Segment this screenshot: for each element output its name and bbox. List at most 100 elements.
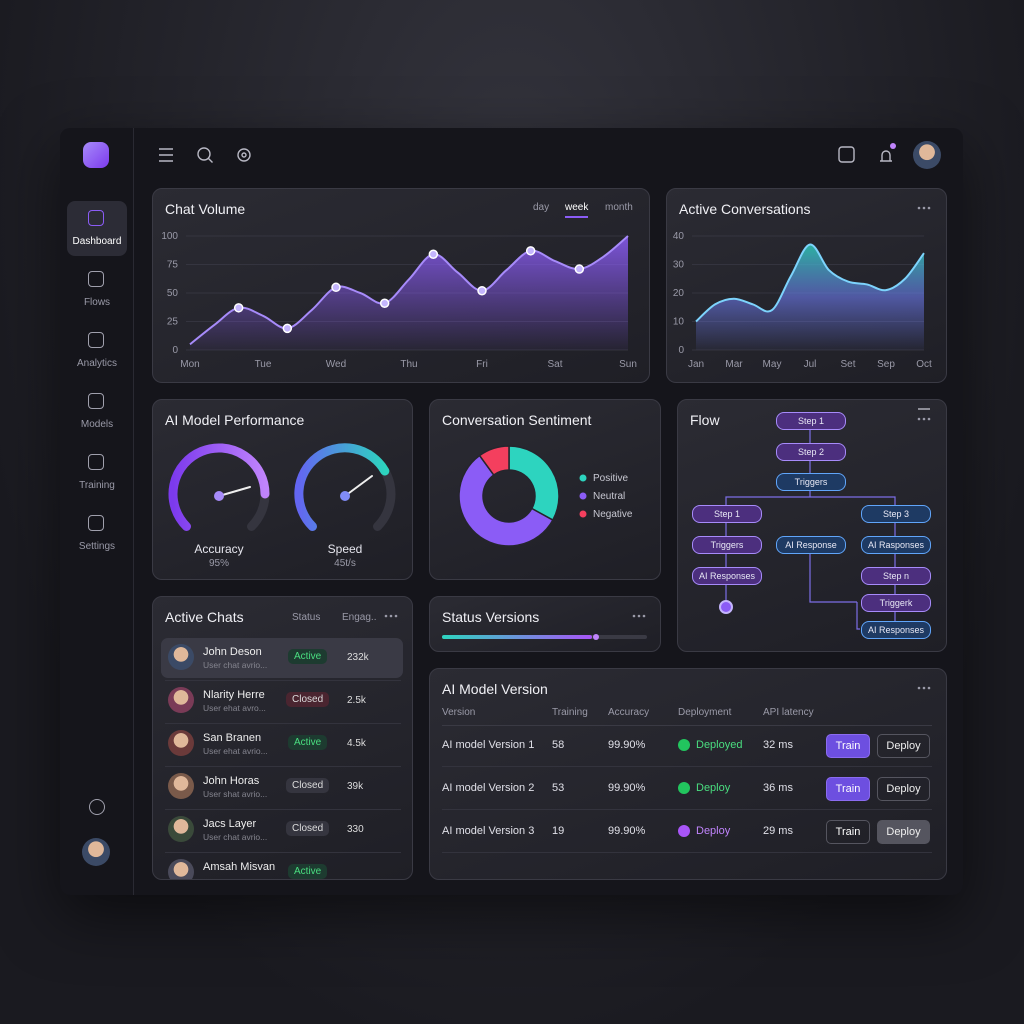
row-divider: [165, 766, 401, 767]
flow-node[interactable]: Triggers: [776, 473, 846, 491]
model-version-panel: [429, 668, 947, 880]
status-versions-panel: [429, 596, 661, 652]
panel-title: Active Chats: [165, 609, 244, 625]
column-header: Accuracy: [608, 707, 650, 718]
cell: 32 ms: [763, 739, 793, 751]
cell: 99.90%: [608, 782, 646, 794]
tab[interactable]: week: [565, 202, 589, 218]
deploy-button[interactable]: Deploy: [877, 777, 930, 801]
flow-node[interactable]: AI Responses: [692, 567, 762, 585]
avatar: [168, 730, 194, 756]
column-header: Training: [552, 707, 588, 718]
row-divider: [442, 852, 932, 853]
nav-icon[interactable]: [88, 271, 104, 287]
chat-message: User ehat avrio...: [203, 746, 268, 756]
gauge-value: 95%: [208, 558, 229, 569]
gauge-label: Speed: [327, 542, 363, 556]
deploy-button[interactable]: Deploy: [877, 820, 930, 844]
deploy-button[interactable]: Deploy: [877, 734, 930, 758]
tab[interactable]: day: [533, 202, 550, 213]
chat-name: John Horas: [203, 775, 260, 787]
chat-message: User chat avrio...: [203, 832, 268, 842]
progress-fill: [442, 635, 592, 639]
row-highlight: [161, 638, 403, 678]
avatar: [168, 644, 194, 670]
panel-title: AI Model Performance: [165, 412, 305, 428]
cell: 58: [552, 739, 565, 751]
chat-name: Amsah Misvan: [203, 861, 276, 873]
column-header: Version: [442, 707, 476, 718]
settings-icon[interactable]: [89, 799, 105, 815]
status-dot: [678, 739, 690, 751]
nav-icon[interactable]: [88, 332, 104, 348]
nav-label[interactable]: Training: [79, 480, 115, 491]
status-pill: Active: [288, 735, 328, 750]
engagement: 4.5k: [347, 738, 366, 749]
row-divider: [165, 809, 401, 810]
logo[interactable]: [83, 142, 109, 168]
flow-node[interactable]: Step 3: [861, 505, 931, 523]
cell: 99.90%: [608, 739, 646, 751]
panel-title: Flow: [690, 412, 720, 428]
tab[interactable]: month: [605, 202, 633, 213]
engagement: 39k: [347, 781, 364, 792]
flow-node[interactable]: Triggers: [692, 536, 762, 554]
gauge-label: Accuracy: [194, 542, 244, 556]
chat-message: User ehat avro...: [203, 703, 266, 713]
avatar: [168, 773, 194, 799]
flow-node[interactable]: Step 2: [776, 443, 846, 461]
active-conversations-panel: [666, 188, 947, 383]
flow-node[interactable]: Step 1: [776, 412, 846, 430]
cell: 19: [552, 825, 565, 837]
chat-name: San Branen: [203, 732, 262, 744]
row-divider: [165, 852, 401, 853]
cell: 53: [552, 782, 565, 794]
cell: 99.90%: [608, 825, 646, 837]
flow-node[interactable]: Triggerk: [861, 594, 931, 612]
cell: Deployed: [696, 739, 743, 751]
status-pill: Closed: [286, 821, 330, 836]
active-chats-panel: John Deson User chat avrio... Active 232k Nl…: [152, 596, 413, 880]
chat-name: John Deson: [203, 646, 262, 658]
panel-title: Chat Volume: [165, 201, 246, 217]
column-header: Deployment: [678, 707, 732, 718]
status-pill: Active: [288, 864, 328, 879]
train-button[interactable]: Train: [826, 820, 870, 844]
nav-icon[interactable]: [88, 515, 104, 531]
flow-panel: [677, 399, 947, 652]
row-divider: [442, 766, 932, 767]
flow-node[interactable]: AI Responses: [861, 621, 931, 639]
nav-icon[interactable]: [88, 454, 104, 470]
flow-node[interactable]: AI Response: [776, 536, 846, 554]
nav-label[interactable]: Dashboard: [72, 236, 122, 247]
flow-node[interactable]: Step 1: [692, 505, 762, 523]
panel-title: AI Model Version: [442, 681, 548, 697]
progress-dot: [593, 634, 599, 640]
flow-node[interactable]: Step n: [861, 567, 931, 585]
notification-dot: [890, 143, 896, 149]
column-header: Status: [292, 612, 321, 623]
status-dot: [678, 825, 690, 837]
version-name: AI model Version 2: [442, 782, 535, 794]
nav-icon[interactable]: [88, 210, 104, 226]
cell: 29 ms: [763, 825, 793, 837]
row-divider: [165, 723, 401, 724]
profile-avatar[interactable]: [913, 141, 941, 169]
nav-label[interactable]: Analytics: [76, 358, 117, 369]
flow-node[interactable]: AI Rasponses: [861, 536, 931, 554]
nav-label[interactable]: Models: [80, 419, 114, 430]
chat-message: User shat avrio...: [203, 789, 268, 799]
train-button[interactable]: Train: [826, 777, 870, 801]
column-header: API latency: [763, 707, 814, 718]
engagement: 330: [347, 824, 364, 835]
train-button[interactable]: Train: [826, 734, 870, 758]
user-avatar[interactable]: [82, 838, 110, 866]
cell: Deploy: [696, 825, 731, 837]
nav-label[interactable]: Flows: [83, 297, 111, 308]
nav-label[interactable]: Settings: [78, 541, 116, 552]
row-divider: [442, 809, 932, 810]
version-name: AI model Version 1: [442, 739, 535, 751]
status-pill: Closed: [286, 778, 330, 793]
nav-icon[interactable]: [88, 393, 104, 409]
